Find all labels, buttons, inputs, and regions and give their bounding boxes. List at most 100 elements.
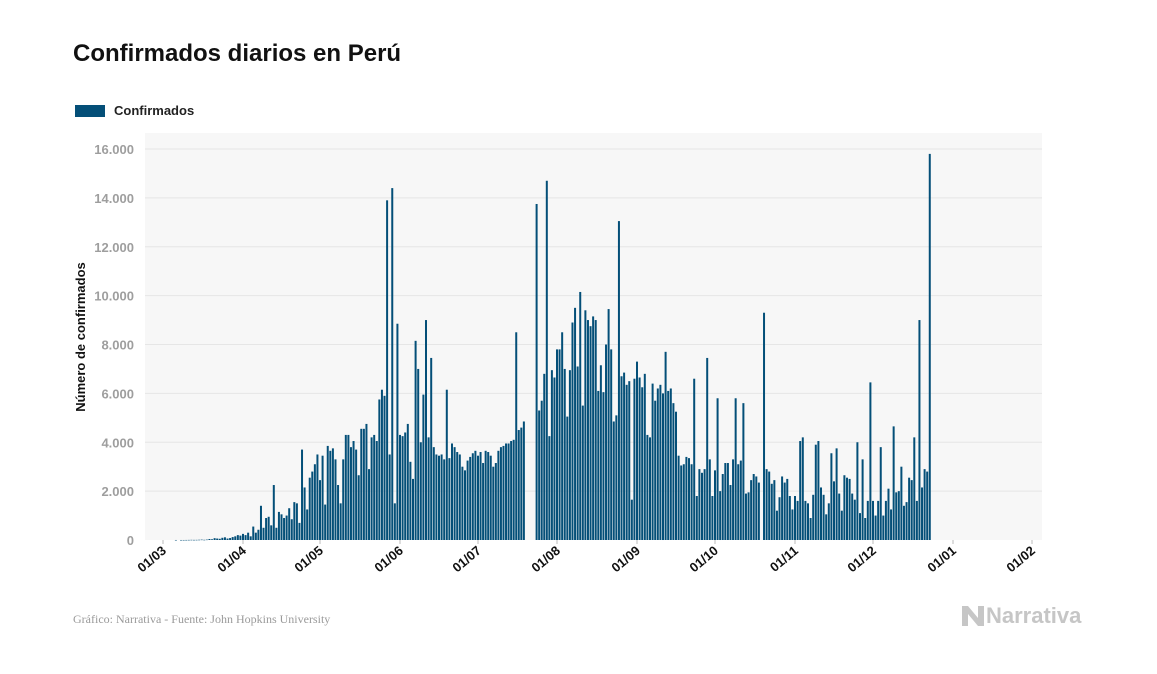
bar: [773, 480, 776, 540]
bar: [213, 538, 216, 540]
bar: [768, 471, 771, 540]
bar: [664, 351, 667, 540]
bar: [835, 448, 838, 540]
bar: [708, 459, 711, 540]
bar: [208, 539, 211, 540]
bar: [716, 398, 719, 540]
bar: [412, 478, 414, 540]
bar: [669, 388, 672, 540]
bar: [368, 469, 371, 540]
bar: [334, 459, 337, 540]
bar: [918, 320, 921, 540]
bar: [430, 357, 433, 540]
bar: [799, 441, 802, 540]
bar: [489, 455, 492, 540]
bar: [900, 466, 903, 540]
bar: [872, 500, 874, 540]
bar: [584, 310, 587, 540]
bar: [607, 309, 610, 540]
bar: [535, 203, 538, 541]
bar: [814, 444, 817, 540]
bar: [331, 448, 334, 540]
bar: [288, 508, 291, 540]
bar: [703, 469, 706, 540]
bar: [910, 480, 913, 540]
bar: [464, 470, 466, 540]
bar: [502, 445, 505, 540]
bar: [581, 405, 584, 540]
bar: [695, 496, 698, 540]
bar: [788, 496, 791, 540]
x-tick-label: 01/09: [608, 543, 643, 575]
bar: [205, 539, 208, 541]
bar: [706, 357, 709, 540]
bar: [298, 522, 301, 540]
bar: [677, 455, 680, 540]
bar: [851, 493, 854, 540]
bar: [701, 472, 703, 540]
bar: [763, 312, 766, 540]
bar: [719, 491, 722, 541]
bar: [897, 491, 900, 541]
bar: [822, 494, 825, 540]
bar: [347, 434, 350, 540]
bar: [417, 368, 420, 540]
bar: [200, 539, 203, 541]
bar: [928, 153, 931, 540]
bar: [662, 393, 664, 541]
bar: [422, 394, 425, 540]
bar: [221, 537, 224, 540]
bar: [877, 500, 880, 540]
bar: [451, 443, 453, 540]
bar: [344, 434, 347, 540]
bar: [515, 332, 518, 540]
bar: [556, 349, 558, 540]
bar: [236, 535, 239, 540]
bar: [275, 527, 278, 540]
bar: [620, 376, 623, 540]
bar: [757, 482, 760, 540]
bar: [440, 454, 443, 540]
bar: [882, 515, 885, 540]
bar: [494, 463, 497, 540]
bar: [185, 539, 188, 541]
bar: [602, 392, 605, 540]
bar: [247, 532, 250, 540]
bar: [830, 453, 833, 540]
bar: [244, 535, 247, 540]
x-tick-label: 01/10: [686, 543, 721, 575]
bar: [791, 509, 794, 540]
bar: [257, 529, 260, 540]
bar: [775, 510, 778, 540]
bar: [869, 382, 872, 540]
bar: [316, 454, 319, 540]
bar: [438, 455, 440, 540]
bar: [807, 503, 809, 540]
bar: [324, 504, 327, 540]
bar: [295, 503, 298, 540]
bar: [812, 494, 815, 540]
bar: [926, 471, 929, 540]
bar: [499, 447, 502, 540]
bar: [301, 449, 304, 540]
bar: [192, 539, 195, 541]
bar: [599, 365, 602, 540]
bar: [550, 370, 553, 540]
bar: [796, 500, 799, 540]
bar: [373, 434, 376, 540]
bar: [848, 478, 851, 540]
bar: [553, 377, 556, 540]
bar: [783, 482, 786, 540]
bar: [732, 459, 735, 540]
bar: [744, 493, 747, 540]
bar: [321, 455, 324, 540]
bar: [174, 539, 177, 541]
bar: [277, 511, 280, 540]
legend-swatch: [75, 104, 105, 117]
bar: [383, 395, 386, 540]
bar: [285, 515, 288, 540]
x-tick-label: 01/11: [767, 543, 801, 575]
bar: [879, 447, 882, 540]
bar: [406, 423, 409, 540]
bar: [809, 518, 812, 540]
